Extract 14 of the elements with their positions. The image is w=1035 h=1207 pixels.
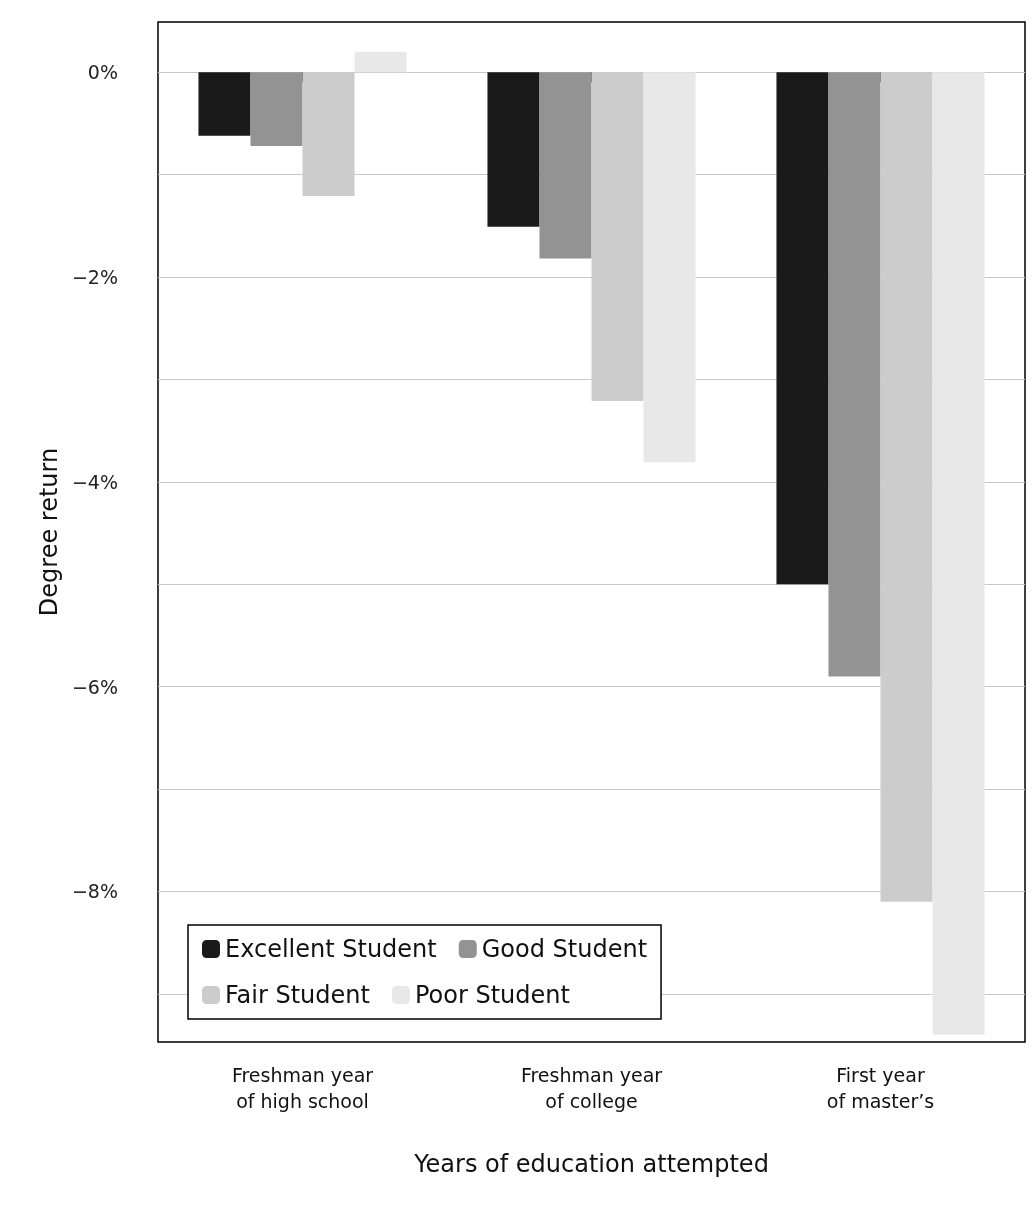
- legend-label: Fair Student: [225, 981, 370, 1009]
- x-axis-title: Years of education attempted: [413, 1150, 769, 1178]
- y-tick-label: −4%: [71, 470, 118, 493]
- y-axis-title: Degree return: [35, 447, 64, 617]
- x-tick-label: Freshman year of college: [520, 1064, 663, 1112]
- y-tick-label: −8%: [71, 880, 118, 903]
- y-tick-label: 0%: [87, 61, 118, 84]
- x-tick-label: First year of master’s: [826, 1064, 935, 1112]
- x-tick-label: Freshman year of high school: [231, 1064, 374, 1112]
- y-tick-label: −6%: [71, 675, 118, 698]
- y-tick-label: −2%: [71, 266, 118, 288]
- legend-label: Good Student: [481, 935, 648, 963]
- legend-label: Poor Student: [414, 981, 570, 1009]
- legend-label: Excellent Student: [225, 935, 437, 963]
